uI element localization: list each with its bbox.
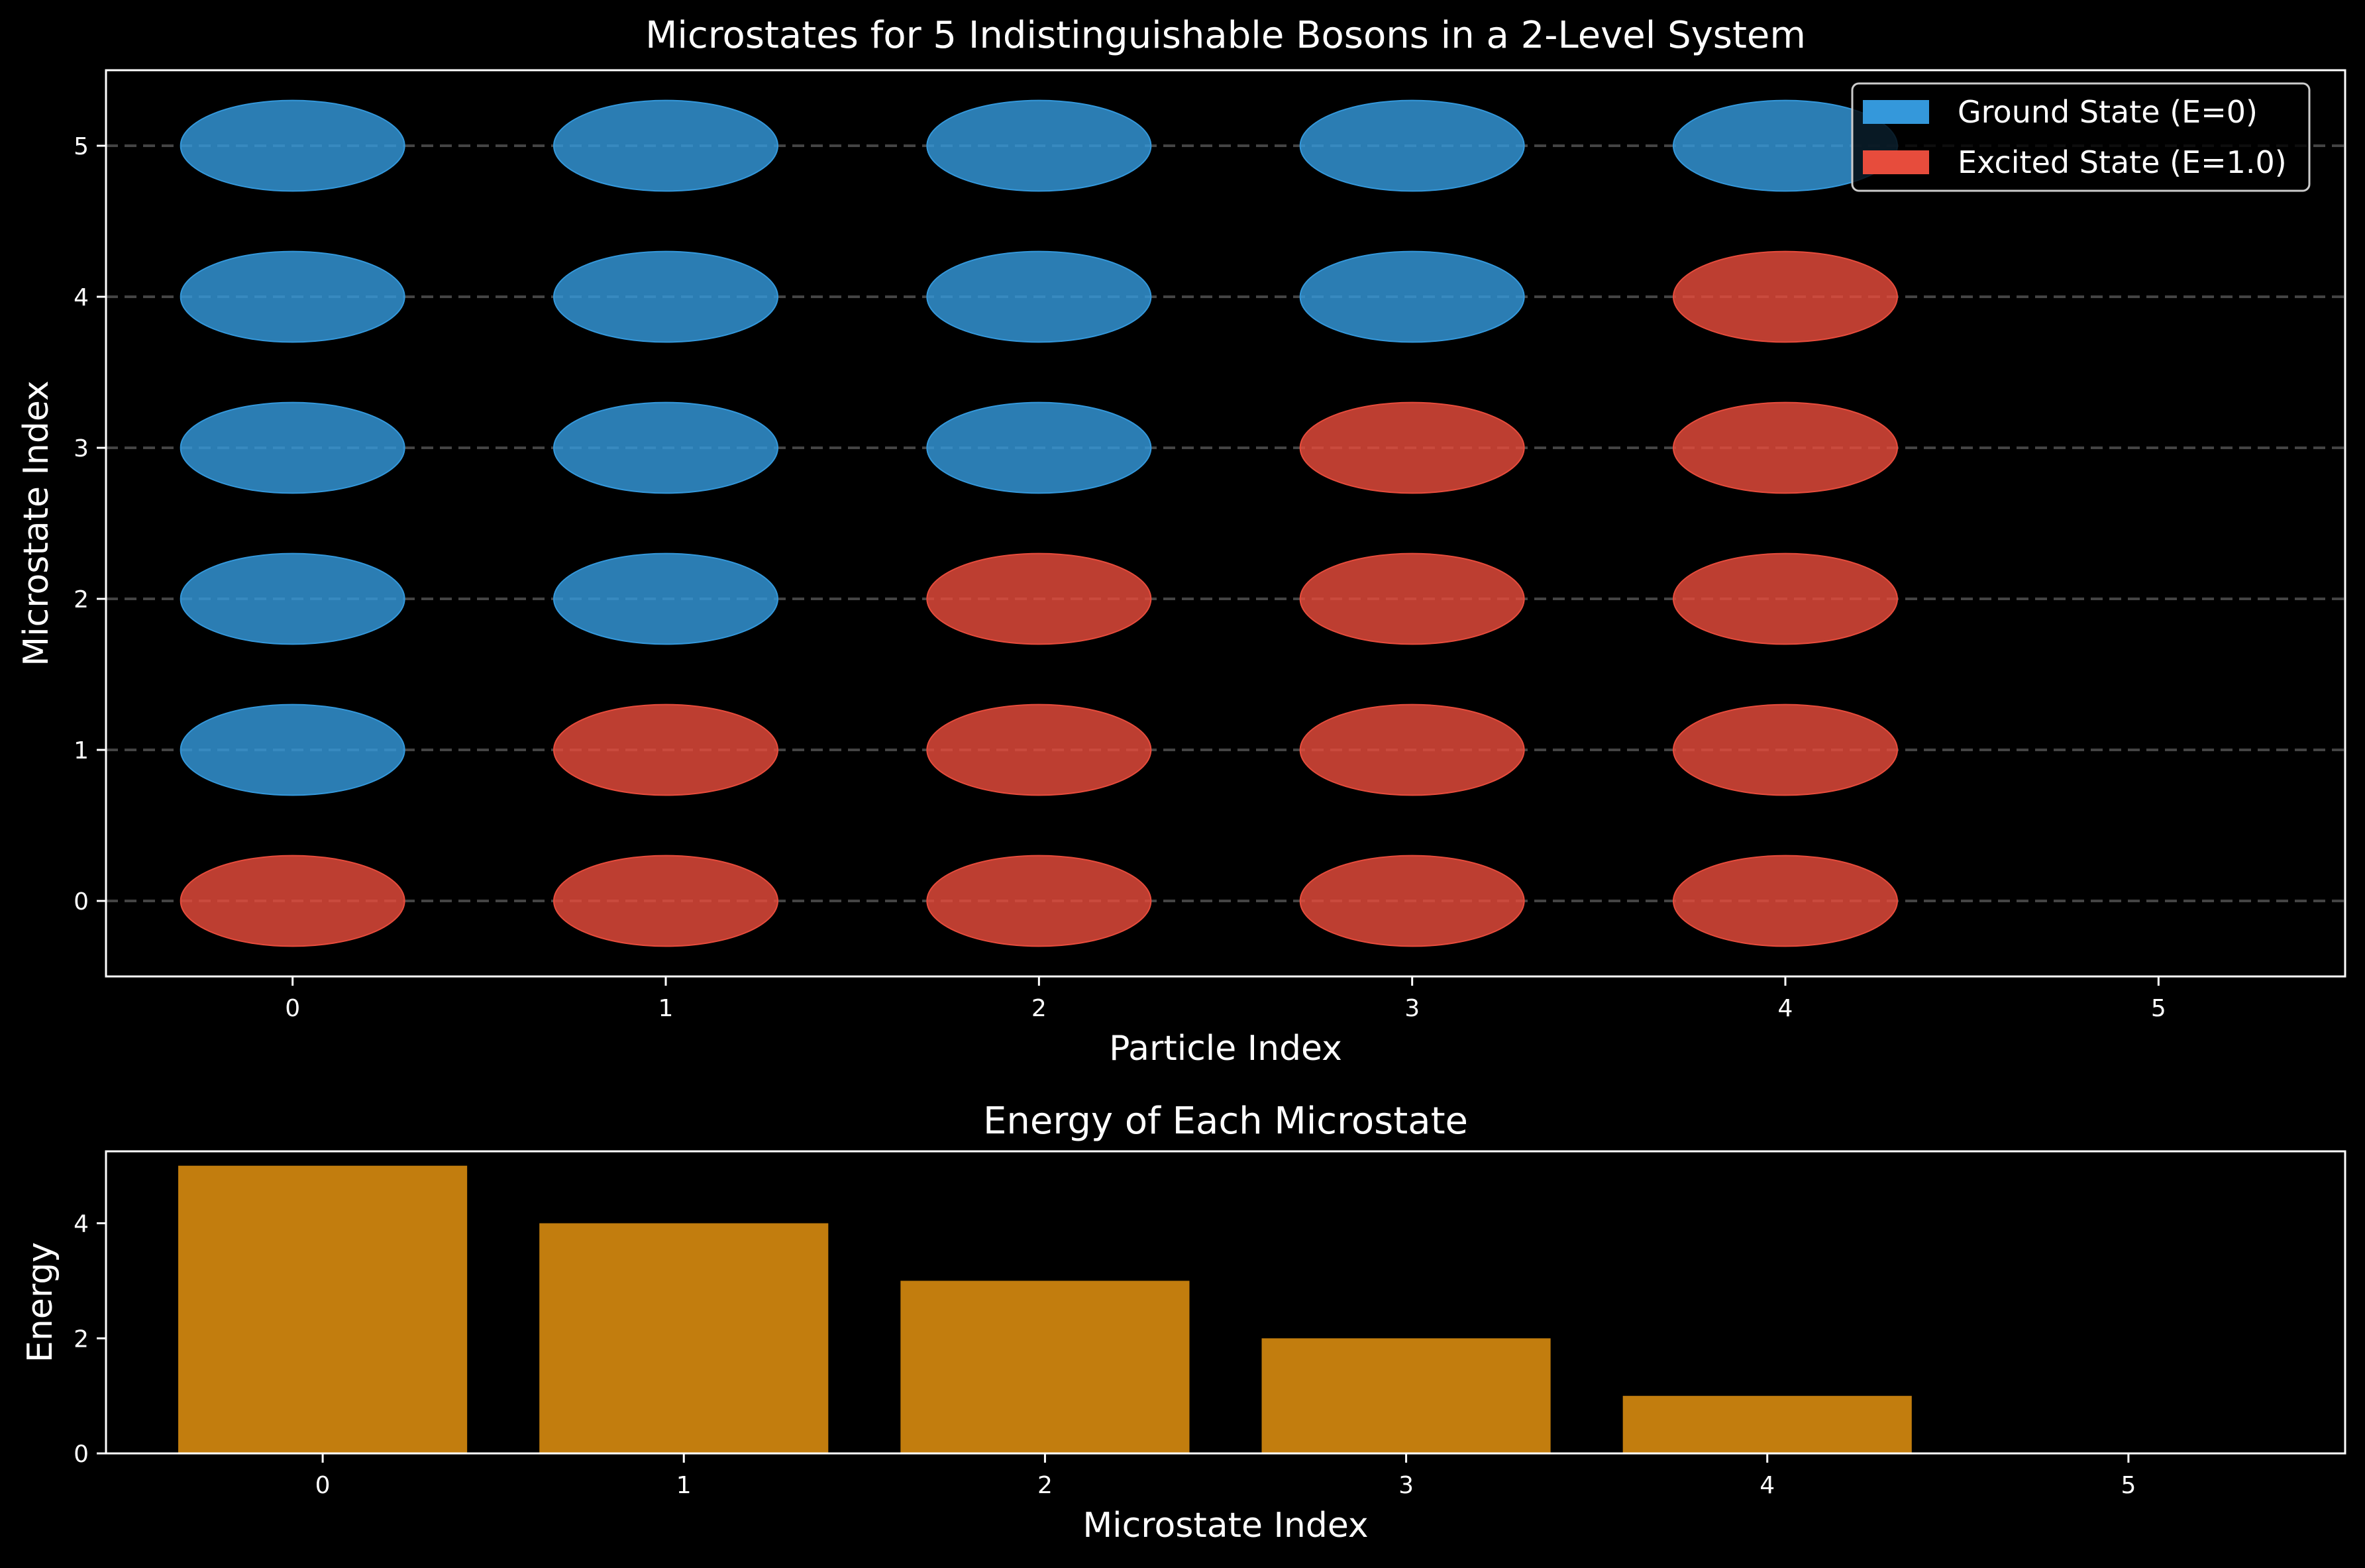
energy-y-ticks: 0 2 4	[74, 1211, 106, 1468]
microstates-panel: Microstates for 5 Indistinguishable Boso…	[17, 14, 2346, 1069]
microstates-y-tick-label: 3	[74, 435, 89, 462]
excited-state-particle	[1299, 704, 1525, 796]
legend-label-ground: Ground State (E=0)	[1958, 94, 2258, 130]
legend-label-excited: Excited State (E=1.0)	[1958, 144, 2287, 180]
energy-x-tick-label: 1	[676, 1472, 692, 1499]
excited-state-particle	[1299, 401, 1525, 494]
microstates-y-ticks: 0 1 2 3 4 5	[74, 133, 106, 915]
ground-state-particle	[553, 401, 778, 494]
microstates-y-tick-label: 5	[74, 133, 89, 160]
energy-panel: Energy of Each Microstate 0 1 2 3 4 5 0 2 4 Mic…	[21, 1100, 2346, 1545]
ground-state-particle	[553, 250, 778, 343]
energy-x-tick-label: 0	[315, 1472, 331, 1499]
energy-bar	[1261, 1338, 1551, 1453]
microstates-x-tick-label: 5	[2151, 995, 2166, 1022]
microstates-x-tick-label: 1	[658, 995, 674, 1022]
excited-state-particle	[1673, 401, 1898, 494]
energy-x-tick-label: 2	[1037, 1472, 1053, 1499]
ground-state-particle	[1299, 99, 1525, 192]
excited-state-particle	[926, 855, 1152, 947]
microstates-plot-frame	[105, 69, 2346, 978]
excited-state-particle	[180, 855, 405, 947]
energy-x-tick-label: 3	[1398, 1472, 1414, 1499]
excited-state-particle	[553, 704, 778, 796]
microstates-y-tick-label: 0	[74, 888, 89, 915]
energy-bar	[539, 1223, 829, 1453]
microstates-y-tick-label: 4	[74, 284, 89, 311]
excited-state-particle	[553, 855, 778, 947]
ground-state-particle	[553, 99, 778, 192]
energy-bar	[900, 1281, 1190, 1453]
ground-state-particle	[926, 99, 1152, 192]
ground-state-particle	[180, 99, 405, 192]
energy-bars	[178, 1165, 1912, 1453]
microstates-y-axis-label: Microstate Index	[17, 380, 56, 666]
energy-x-tick-label: 5	[2121, 1472, 2136, 1499]
energy-bar	[178, 1165, 468, 1453]
microstates-x-tick-label: 0	[285, 995, 300, 1022]
legend: Ground State (E=0) Excited State (E=1.0)	[1851, 82, 2311, 192]
legend-swatch-ground	[1863, 100, 1929, 124]
energy-y-tick-label: 4	[74, 1211, 89, 1238]
microstates-x-tick-label: 3	[1404, 995, 1420, 1022]
microstates-x-tick-label: 4	[1778, 995, 1793, 1022]
microstates-x-ticks: 0 1 2 3 4 5	[285, 976, 2166, 1022]
energy-bar	[1622, 1396, 1912, 1453]
microstates-particles	[180, 99, 1898, 947]
excited-state-particle	[1673, 552, 1898, 645]
ground-state-particle	[926, 250, 1152, 343]
ground-state-particle	[553, 552, 778, 645]
ground-state-particle	[926, 401, 1152, 494]
ground-state-particle	[1299, 250, 1525, 343]
energy-x-axis-label: Microstate Index	[1082, 1506, 1368, 1545]
excited-state-particle	[1673, 704, 1898, 796]
energy-y-tick-label: 0	[74, 1441, 89, 1468]
microstates-x-axis-label: Particle Index	[1109, 1029, 1342, 1069]
excited-state-particle	[1299, 855, 1525, 947]
ground-state-particle	[180, 704, 405, 796]
energy-x-ticks: 0 1 2 3 4 5	[315, 1453, 2136, 1499]
energy-y-tick-label: 2	[74, 1326, 89, 1353]
excited-state-particle	[926, 704, 1152, 796]
excited-state-particle	[926, 552, 1152, 645]
microstates-x-tick-label: 2	[1031, 995, 1047, 1022]
legend-box	[1851, 82, 2311, 192]
legend-swatch-excited	[1863, 150, 1929, 174]
energy-title: Energy of Each Microstate	[983, 1100, 1468, 1143]
ground-state-particle	[180, 401, 405, 494]
ground-state-particle	[180, 552, 405, 645]
energy-plot-frame	[105, 1150, 2346, 1455]
excited-state-particle	[1299, 552, 1525, 645]
energy-y-axis-label: Energy	[21, 1242, 60, 1363]
energy-x-tick-label: 4	[1760, 1472, 1775, 1499]
ground-state-particle	[180, 250, 405, 343]
microstates-title: Microstates for 5 Indistinguishable Boso…	[645, 14, 1806, 57]
excited-state-particle	[1673, 855, 1898, 947]
microstates-y-tick-label: 2	[74, 586, 89, 613]
microstates-y-tick-label: 1	[74, 737, 89, 764]
excited-state-particle	[1673, 250, 1898, 343]
